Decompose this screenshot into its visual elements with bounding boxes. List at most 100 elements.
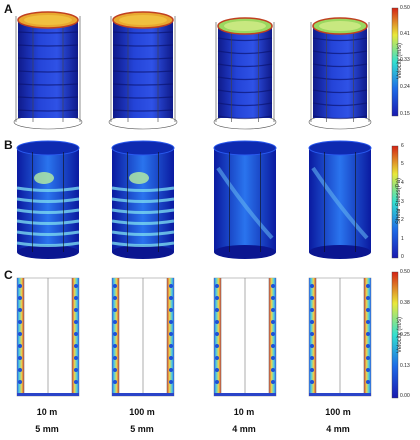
colorbar-b-tick: 4 — [401, 180, 404, 186]
section-bottom — [214, 393, 276, 396]
surface-wave — [17, 83, 79, 86]
column-size-label: 100 m — [325, 407, 351, 417]
vortex-marker — [366, 296, 370, 300]
vortex-marker — [366, 344, 370, 348]
colorbar-a — [391, 7, 399, 117]
velocity-cylinder — [13, 11, 83, 130]
surface-wave — [217, 89, 273, 94]
top-inner — [319, 21, 361, 31]
colorbar-a-tick: 0.24 — [400, 84, 410, 90]
vortex-marker — [74, 296, 78, 300]
shear-cylinder — [111, 140, 175, 259]
cylinder-bottom — [17, 245, 79, 259]
vortex-marker — [74, 308, 78, 312]
shear-hotspot — [129, 172, 149, 184]
cylinder-bottom — [214, 245, 276, 259]
vortex-marker — [215, 356, 219, 360]
velocity-cylinder — [108, 11, 178, 130]
vortex-marker — [18, 332, 22, 336]
colorbar-a-tick: 0.33 — [400, 57, 410, 63]
vortex-marker — [113, 344, 117, 348]
section-bottom — [309, 393, 371, 396]
vortex-marker — [74, 344, 78, 348]
surface-wave — [112, 44, 174, 47]
vortex-marker — [18, 320, 22, 324]
vortex-marker — [215, 320, 219, 324]
surface-wave — [17, 109, 79, 112]
right-gap-flow — [72, 278, 79, 396]
column-gap-label: 4 mm — [326, 424, 350, 434]
colorbar-b-tick: 0 — [401, 254, 404, 260]
colorbar-c — [391, 271, 399, 399]
top-rim — [213, 140, 277, 156]
surface-wave — [217, 50, 273, 55]
vortex-marker — [271, 284, 275, 288]
shear-band — [111, 219, 175, 225]
shear-band — [16, 208, 80, 214]
panel-label-b: B — [4, 138, 13, 152]
vortex-marker — [310, 296, 314, 300]
surface-wave — [17, 96, 79, 99]
colorbar-b-tick: 3 — [401, 199, 404, 205]
vortex-marker — [113, 332, 117, 336]
vortex-marker — [271, 308, 275, 312]
column-size-label: 10 m — [233, 407, 255, 417]
shear-band — [111, 197, 175, 203]
cylinder-bottom — [309, 245, 371, 259]
vortex-marker — [169, 296, 173, 300]
surface-wave — [112, 109, 174, 112]
vortex-marker — [310, 380, 314, 384]
velocity-section — [213, 277, 277, 397]
shear-hotspot — [34, 172, 54, 184]
shear-band — [16, 197, 80, 203]
vortex-marker — [74, 356, 78, 360]
vortex-marker — [310, 344, 314, 348]
surface-wave — [112, 70, 174, 73]
vortex-marker — [366, 308, 370, 312]
surface-wave — [17, 57, 79, 60]
colorbar-b-tick: 5 — [401, 161, 404, 167]
colorbar-a-tick: 0.41 — [400, 31, 410, 37]
panel-label-a: A — [4, 2, 13, 16]
vortex-marker — [18, 368, 22, 372]
cylinder-body — [218, 26, 272, 118]
vortex-marker — [271, 356, 275, 360]
cylinder-body — [309, 148, 371, 252]
shear-streak — [216, 166, 274, 240]
top-rim — [308, 140, 372, 156]
vortex-marker — [366, 380, 370, 384]
column-gap-label: 4 mm — [232, 424, 256, 434]
colorbar-c-title: Velocity (m/s) — [397, 316, 404, 354]
vortex-marker — [113, 320, 117, 324]
vortex-marker — [366, 320, 370, 324]
vortex-marker — [74, 284, 78, 288]
vortex-marker — [169, 344, 173, 348]
colorbar-b-title: Shear Stress(Pa) — [396, 177, 403, 225]
colorbar-a-title: Velocity (m/s) — [397, 42, 404, 80]
vortex-marker — [366, 332, 370, 336]
vortex-marker — [215, 308, 219, 312]
section-bottom — [112, 393, 174, 396]
left-gap-flow — [214, 278, 221, 396]
surface-wave — [312, 50, 368, 55]
cylinder-body — [18, 20, 78, 118]
vortex-marker — [271, 332, 275, 336]
panel-label-c: C — [4, 268, 13, 282]
vortex-marker — [169, 368, 173, 372]
colorbar-c-tick: 0.00 — [400, 393, 410, 399]
shear-band — [16, 241, 80, 247]
vortex-marker — [366, 368, 370, 372]
velocity-cylinder — [308, 17, 372, 130]
vortex-marker — [113, 296, 117, 300]
velocity-section — [16, 277, 80, 397]
surface-wave — [112, 83, 174, 86]
shear-band — [16, 186, 80, 192]
vortex-marker — [271, 380, 275, 384]
vortex-marker — [215, 344, 219, 348]
right-gap-flow — [167, 278, 174, 396]
vortex-marker — [113, 308, 117, 312]
colorbar-c-tick: 0.50 — [400, 269, 410, 275]
vortex-marker — [18, 308, 22, 312]
